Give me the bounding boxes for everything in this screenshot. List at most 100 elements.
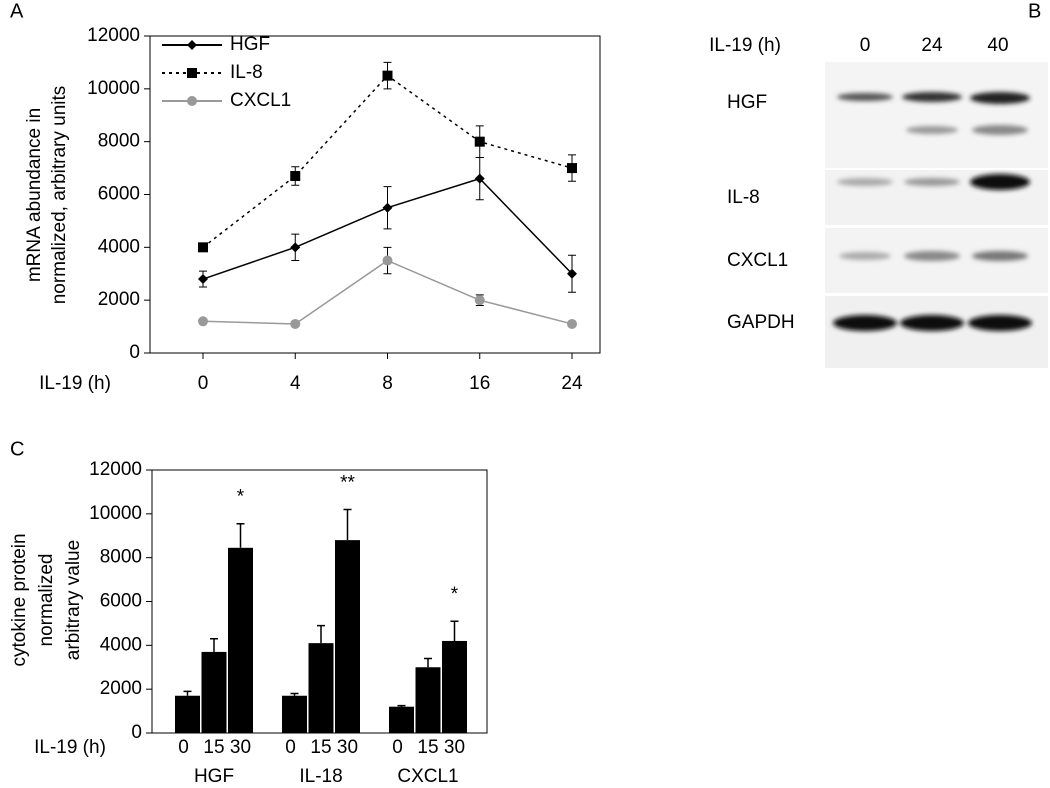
band (906, 126, 958, 134)
x-tick-label: 24 (561, 373, 583, 394)
point (474, 136, 485, 147)
group-label: IL-18 (299, 766, 342, 787)
point (290, 242, 301, 253)
legend-marker (187, 96, 197, 106)
blot-strip (825, 296, 1048, 368)
band (968, 315, 1032, 331)
x-axis-label: IL-19 (h) (34, 737, 106, 758)
group-label: HGF (194, 766, 234, 787)
significance-label: * (451, 584, 459, 605)
panel-label: C (10, 438, 24, 460)
y-axis-label: cytokine protein (9, 533, 30, 666)
y-tick-label: 4000 (98, 236, 140, 257)
x-tick-label: 15 (310, 737, 331, 758)
error-bar (183, 690, 192, 696)
error-bar (210, 638, 218, 652)
y-tick-label: 10000 (89, 503, 142, 524)
point (567, 268, 577, 279)
y-tick-label: 8000 (100, 547, 142, 568)
y-tick-label: 0 (129, 342, 140, 363)
band (904, 251, 960, 261)
western-blot (825, 62, 1048, 368)
y-tick-label: 2000 (98, 289, 140, 310)
y-tick-label: 4000 (100, 634, 142, 655)
y-tick-label: 12000 (89, 459, 142, 480)
y-tick-label: 8000 (98, 131, 140, 152)
y-tick-label: 0 (131, 722, 142, 743)
bar (282, 695, 307, 733)
band (970, 174, 1030, 190)
point (567, 318, 577, 329)
y-tick-label: 6000 (100, 591, 142, 612)
bar (308, 643, 334, 733)
y-tick-label: 12000 (87, 25, 140, 46)
point (198, 242, 208, 253)
point (382, 202, 393, 213)
x-tick-label: 0 (198, 373, 209, 394)
y-axis-label: mRNA abundance in (24, 108, 45, 282)
band (837, 178, 893, 186)
band (839, 252, 891, 260)
band (972, 251, 1028, 261)
bar (389, 706, 414, 733)
legend-marker (187, 68, 197, 78)
lane-label: 0 (860, 35, 871, 56)
legend-label: HGF (230, 34, 270, 55)
x-tick-label: 0 (285, 737, 296, 758)
y-axis-label: arbitrary value (63, 540, 84, 660)
legend-label: IL-8 (230, 62, 263, 83)
bar (415, 667, 441, 733)
point (290, 171, 301, 182)
y-axis-label: normalized, arbitrary units (49, 86, 70, 305)
error-bar (343, 508, 352, 541)
point (382, 70, 393, 81)
band (837, 93, 893, 101)
bar (228, 547, 253, 733)
error-bar (424, 657, 432, 668)
point (290, 318, 301, 329)
x-tick-label: 15 (417, 737, 438, 758)
error-bar (397, 704, 406, 707)
error-bar (290, 692, 299, 696)
bar (335, 540, 360, 733)
x-axis-label: IL-19 (h) (39, 373, 111, 394)
bar (175, 695, 200, 733)
x-tick-label: 15 (203, 737, 224, 758)
blot-bands (833, 92, 1032, 331)
point (198, 274, 208, 285)
band (970, 92, 1030, 104)
row-label: HGF (727, 92, 767, 113)
band (904, 178, 960, 186)
x-tick-label: 30 (230, 737, 251, 758)
bar (201, 651, 227, 733)
plot-frame (149, 35, 601, 354)
error-bar (236, 522, 245, 548)
y-tick-label: 2000 (100, 678, 142, 699)
band (833, 315, 897, 331)
panel-label: A (10, 0, 24, 22)
x-tick-label: 16 (469, 373, 490, 394)
blot-x-label: IL-19 (h) (709, 35, 781, 56)
lane-label: 40 (987, 35, 1008, 56)
blot-strip (825, 62, 1048, 168)
row-label: GAPDH (727, 312, 795, 333)
error-bar (317, 624, 325, 644)
x-tick-label: 0 (178, 737, 189, 758)
group-label: CXCL1 (397, 766, 458, 787)
point (474, 173, 485, 184)
legend-label: CXCL1 (230, 90, 291, 111)
lane-label: 24 (921, 35, 943, 56)
x-tick-label: 4 (290, 373, 301, 394)
x-tick-label: 30 (337, 737, 358, 758)
x-tick-label: 8 (382, 373, 393, 394)
point (382, 255, 393, 266)
y-tick-label: 6000 (98, 184, 140, 205)
significance-label: * (237, 487, 245, 508)
row-label: IL-8 (727, 187, 760, 208)
y-axis-label: normalized (36, 554, 57, 647)
band (902, 92, 962, 102)
legend-marker (187, 40, 197, 50)
significance-label: ** (340, 472, 355, 493)
